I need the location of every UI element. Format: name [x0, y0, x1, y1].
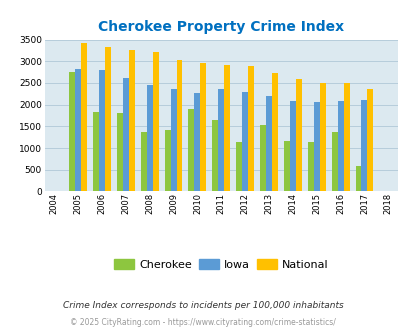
Bar	[247, 66, 254, 191]
Bar	[104, 47, 111, 191]
Bar	[117, 113, 123, 191]
Bar	[123, 78, 128, 191]
Text: © 2025 CityRating.com - https://www.cityrating.com/crime-statistics/: © 2025 CityRating.com - https://www.city…	[70, 318, 335, 327]
Bar	[283, 141, 289, 191]
Bar	[289, 101, 295, 191]
Bar	[128, 50, 134, 191]
Bar	[360, 100, 367, 191]
Bar	[200, 63, 206, 191]
Bar	[241, 92, 247, 191]
Bar	[176, 59, 182, 191]
Bar	[141, 132, 146, 191]
Bar	[152, 52, 158, 191]
Bar	[236, 142, 241, 191]
Bar	[313, 102, 319, 191]
Bar	[146, 85, 152, 191]
Bar	[265, 96, 271, 191]
Bar	[212, 120, 218, 191]
Bar	[81, 43, 87, 191]
Title: Cherokee Property Crime Index: Cherokee Property Crime Index	[98, 20, 343, 34]
Bar	[307, 142, 313, 191]
Bar	[218, 89, 224, 191]
Bar	[75, 69, 81, 191]
Bar	[331, 132, 337, 191]
Bar	[337, 101, 343, 191]
Bar	[271, 73, 277, 191]
Legend: Cherokee, Iowa, National: Cherokee, Iowa, National	[109, 255, 333, 274]
Bar	[260, 125, 265, 191]
Bar	[93, 113, 99, 191]
Bar	[188, 110, 194, 191]
Bar	[295, 79, 301, 191]
Bar	[170, 89, 176, 191]
Bar	[367, 89, 373, 191]
Bar	[343, 83, 349, 191]
Bar	[355, 166, 360, 191]
Bar	[99, 70, 104, 191]
Bar	[164, 130, 170, 191]
Bar	[69, 72, 75, 191]
Bar	[319, 83, 325, 191]
Bar	[224, 65, 230, 191]
Bar	[194, 93, 200, 191]
Text: Crime Index corresponds to incidents per 100,000 inhabitants: Crime Index corresponds to incidents per…	[62, 301, 343, 310]
